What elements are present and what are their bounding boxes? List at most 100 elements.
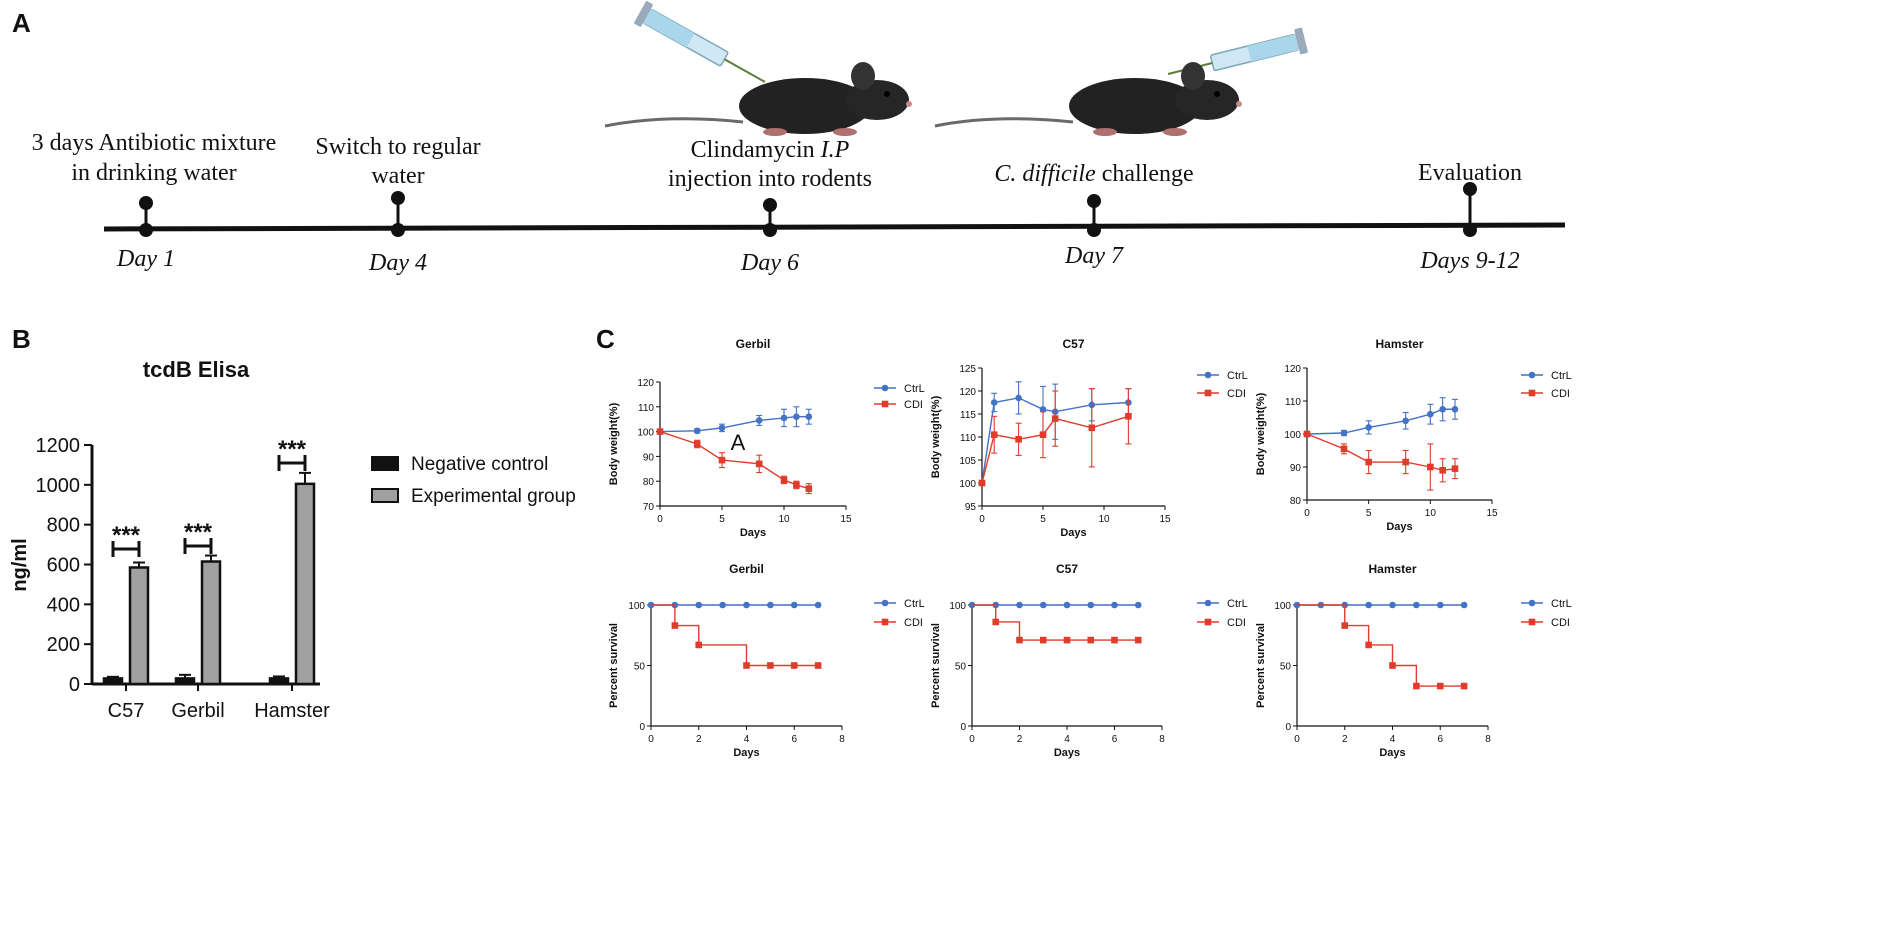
timeline-event-title: in drinking water [71, 160, 236, 186]
y-axis-label: Percent survival [1255, 623, 1267, 708]
data-point [814, 662, 822, 669]
x-tick-label: 6 [1112, 734, 1118, 745]
timeline-event-title: Clindamycin I.P [691, 137, 850, 163]
data-point [1051, 415, 1059, 422]
y-axis-label: Percent survival [608, 623, 620, 708]
legend-label: CtrL [904, 383, 925, 395]
series-line [651, 604, 819, 667]
y-tick-label: 1200 [36, 435, 81, 457]
y-tick-label: 120 [959, 387, 976, 398]
bar [268, 677, 290, 686]
y-tick-label: 120 [1284, 364, 1301, 375]
timeline-event-title: C. difficile challenge [994, 161, 1193, 187]
legend-marker [1528, 371, 1536, 379]
data-point [793, 481, 800, 489]
data-point [1111, 601, 1118, 609]
syringe-needle [723, 58, 766, 83]
panel-a: A 3 days Antibiotic mixture in drinking wa… [12, 1, 1566, 276]
data-point [1063, 601, 1071, 609]
legend-marker [1528, 618, 1536, 626]
y-axis-label: Body weight(%) [1255, 392, 1267, 475]
timeline-pin-head [1463, 182, 1477, 196]
data-point [695, 641, 703, 649]
x-tick-label: 8 [1159, 734, 1165, 745]
y-tick-label: 100 [959, 479, 976, 490]
data-point [718, 424, 726, 432]
data-point [1039, 406, 1047, 413]
y-tick-label: 100 [1274, 601, 1291, 612]
legend-label: CDI [1551, 617, 1570, 629]
x-tick-label: 0 [1304, 508, 1310, 519]
data-point [805, 413, 813, 421]
data-point [1389, 601, 1396, 609]
data-point [1436, 682, 1444, 690]
legend-marker [1528, 599, 1536, 607]
data-point [719, 601, 726, 609]
data-point [1427, 410, 1434, 418]
y-tick-label: 600 [47, 555, 80, 577]
mouse-eye [884, 91, 890, 97]
y-tick-label: 0 [69, 674, 80, 696]
data-point [1088, 424, 1096, 432]
mouse-head [1175, 80, 1239, 120]
x-tick-label: 0 [979, 514, 985, 525]
x-tick-label: 10 [1098, 514, 1110, 525]
data-point [718, 456, 726, 464]
data-point [1365, 424, 1372, 431]
chart-title: C57 [1056, 562, 1078, 576]
data-point [1039, 636, 1047, 644]
legend-label: CDI [1551, 388, 1570, 400]
x-axis-label: Days [733, 747, 759, 759]
data-point [693, 440, 701, 448]
data-point [1427, 463, 1434, 471]
timeline-pin-base [139, 223, 153, 237]
y-tick-label: 110 [960, 433, 976, 444]
data-point [805, 485, 813, 492]
data-point [693, 427, 701, 435]
data-point [1389, 662, 1396, 669]
small-chart: C57 95 100 105 110 115 120 125 0 5 10 15 Days Body we… [930, 337, 1248, 539]
chart-title: C57 [1062, 337, 1084, 351]
legend-marker [1204, 371, 1212, 379]
timeline-pin-base [391, 223, 405, 237]
bar [128, 566, 150, 686]
x-tick-label: 0 [1294, 734, 1300, 745]
legend-marker [881, 618, 889, 626]
data-point [1413, 682, 1420, 690]
timeline-event-title: Evaluation [1418, 160, 1522, 186]
syringe-liquid [643, 8, 695, 48]
chart-title: Gerbil [729, 562, 764, 576]
mouse-head [845, 80, 909, 120]
y-tick-label: 400 [47, 594, 80, 616]
x-axis-label: Days [740, 527, 766, 539]
bar [102, 677, 124, 686]
x-tick-label: 0 [657, 514, 663, 525]
timeline-pin-base [1087, 223, 1101, 237]
data-point [1134, 601, 1142, 609]
data-point [755, 417, 763, 424]
data-point [1439, 405, 1446, 413]
legend-marker [1204, 599, 1212, 607]
legend-label: Negative control [411, 454, 548, 475]
data-point [1016, 636, 1023, 644]
y-tick-label: 0 [1285, 722, 1291, 733]
small-chart: Gerbil 0 50 100 0 2 4 6 8 Days Percent survival Ctr… [608, 562, 925, 759]
data-point [978, 479, 986, 487]
x-axis-label: Days [1060, 527, 1086, 539]
data-point [793, 413, 800, 421]
data-point [1460, 601, 1468, 609]
x-axis-label: Days [1386, 521, 1412, 533]
syringe-icon [634, 1, 766, 83]
data-point [1063, 636, 1071, 644]
y-tick-label: 0 [639, 722, 645, 733]
data-point [990, 431, 998, 438]
data-point [755, 460, 763, 468]
data-point [790, 601, 798, 609]
panel-b-label: B [12, 324, 31, 354]
y-axis-label: Body weight(%) [608, 402, 620, 485]
x-tick-label: C57 [108, 700, 145, 722]
y-tick-label: 100 [949, 601, 966, 612]
x-tick-label: 4 [1064, 734, 1070, 745]
x-tick-label: 0 [648, 734, 654, 745]
